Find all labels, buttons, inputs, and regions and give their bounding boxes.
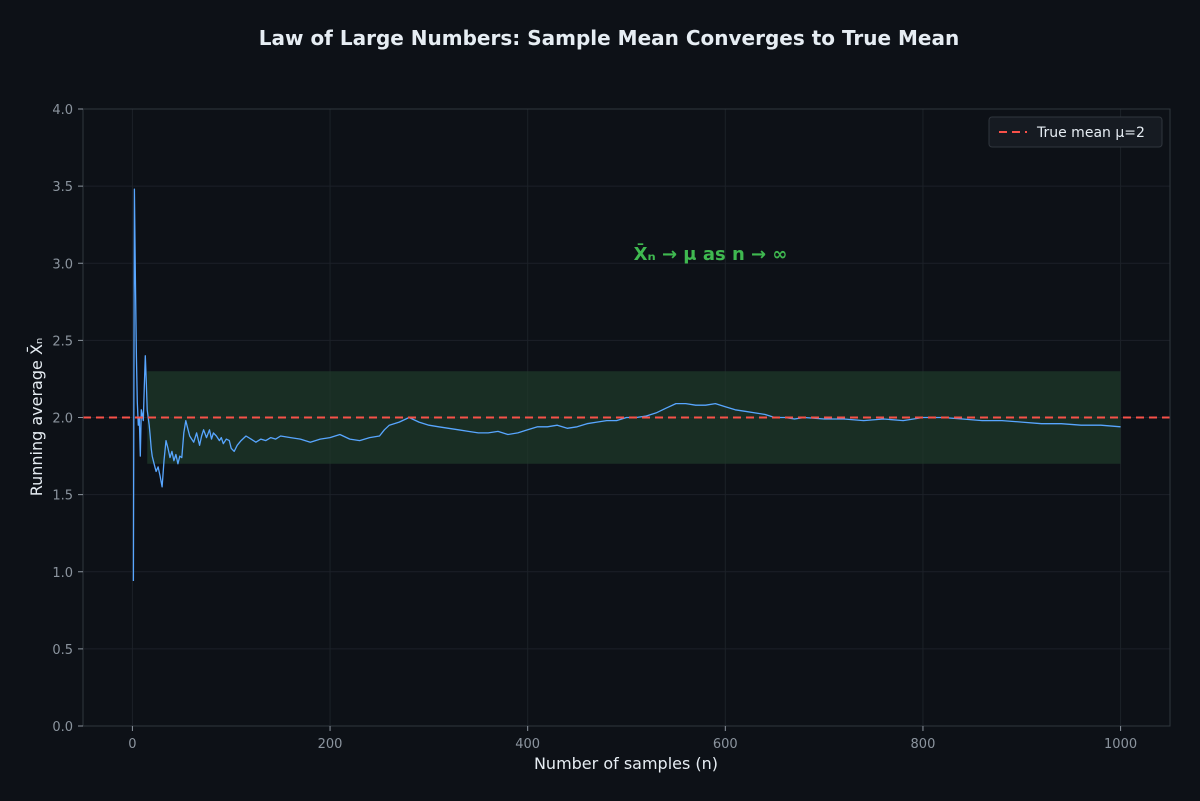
x-axis-label: Number of samples (n): [534, 754, 718, 773]
legend-box: [988, 116, 1163, 148]
y-tick-label: 4.0: [52, 103, 73, 118]
convergence-annotation: X̄ₙ → μ as n → ∞: [634, 243, 788, 265]
y-tick-label: 3.0: [52, 257, 73, 272]
y-tick-label: 2.0: [52, 412, 73, 427]
x-tick-label: 800: [911, 737, 936, 752]
plot-area: 0 200 400 600 800 1000 0.0 0.5 1.0 1.5 2.0 2.5 3.0 3.…: [52, 103, 1171, 752]
y-tick-label: 2.5: [52, 334, 73, 349]
x-tick-label: 600: [713, 737, 738, 752]
chart-title: Law of Large Numbers: Sample Mean Conver…: [259, 26, 959, 50]
x-tick-label: 0: [128, 737, 136, 752]
y-tick-label: 1.5: [52, 489, 73, 504]
y-tick-label: 3.5: [52, 180, 73, 195]
y-tick-label: 0.5: [52, 643, 73, 658]
y-tick-label: 1.0: [52, 566, 73, 581]
y-axis-label: Running average X̄ₙ: [27, 338, 46, 497]
x-tick-label: 400: [515, 737, 540, 752]
x-tick-label: 200: [318, 737, 343, 752]
y-tick-label: 0.0: [52, 720, 73, 735]
x-tick-label: 1000: [1104, 737, 1137, 752]
running-average-line: [132, 188, 1121, 582]
legend-label-true-mean: True mean μ=2: [1036, 125, 1145, 141]
